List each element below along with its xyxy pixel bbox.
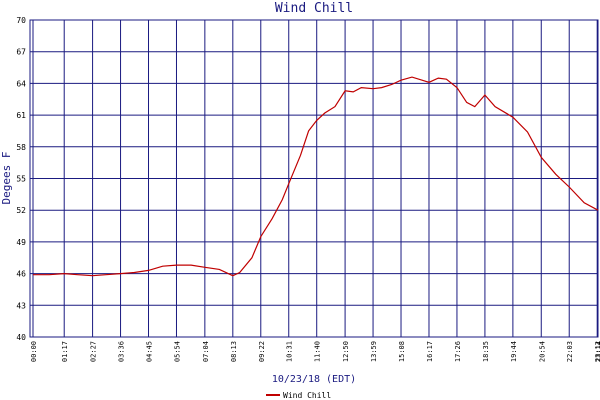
y-tick-label: 49 <box>16 238 26 247</box>
x-tick-label: 20:54 <box>538 341 546 362</box>
x-tick-label: 12:50 <box>342 341 350 362</box>
x-tick-label: 13:59 <box>370 341 378 362</box>
x-tick-label: 17:26 <box>454 341 462 362</box>
x-tick-label: 11:40 <box>314 341 322 362</box>
chart-title: Wind Chill <box>275 1 353 16</box>
x-tick-label: 07:04 <box>202 341 210 362</box>
x-tick-label: 18:35 <box>482 341 490 362</box>
y-tick-label: 61 <box>16 111 26 120</box>
y-tick-label: 40 <box>16 333 26 342</box>
x-axis-label: 10/23/18 (EDT) <box>272 374 356 385</box>
y-tick-label: 70 <box>16 16 26 25</box>
x-tick-label: 16:17 <box>426 341 434 362</box>
x-tick-label: 23:14 <box>595 341 600 362</box>
y-tick-label: 43 <box>16 301 26 310</box>
x-tick-label: 09:22 <box>258 341 266 362</box>
y-tick-label: 46 <box>16 270 26 279</box>
x-tick-label: 04:45 <box>146 341 154 362</box>
y-tick-label: 64 <box>16 79 26 88</box>
data-line <box>33 76 599 277</box>
x-tick-label: 19:44 <box>510 341 518 362</box>
x-tick-label: 15:08 <box>398 341 406 362</box>
x-tick-label: 00:00 <box>30 341 38 362</box>
x-tick-label: 02:27 <box>90 341 98 362</box>
x-tick-label: 23:12 <box>594 341 600 362</box>
x-tick-label: 22:03 <box>566 341 574 362</box>
legend-label: Wind Chill <box>283 391 331 400</box>
y-axis-label: Degees F <box>0 152 13 205</box>
x-tick-label: 05:54 <box>173 341 181 362</box>
y-tick-label: 52 <box>16 206 26 215</box>
x-tick-label: 03:36 <box>118 341 126 362</box>
y-tick-label: 67 <box>16 48 26 57</box>
x-tick-label: 10:31 <box>286 341 294 362</box>
y-tick-label: 58 <box>16 143 26 152</box>
x-tick-label: 08:13 <box>230 341 238 362</box>
x-tick-label: 01:17 <box>61 341 69 362</box>
y-tick-label: 55 <box>16 175 26 184</box>
